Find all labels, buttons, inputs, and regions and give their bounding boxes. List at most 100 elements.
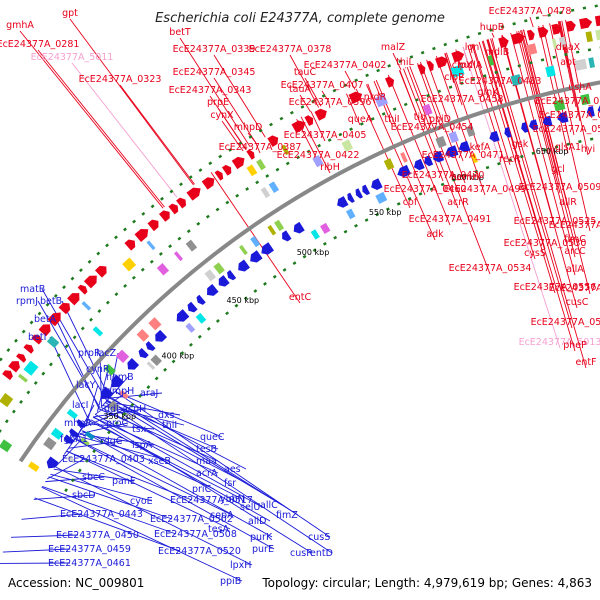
accession-text: Accession: NC_009801 [8,576,144,590]
connector-line [89,420,243,500]
forward-gene-arrow [201,177,215,190]
reverse-gene-label: queC [200,432,225,443]
reverse-gene-arrow [250,250,263,263]
forward-gene-label: gsk [512,139,529,150]
connector-line [55,318,100,410]
reverse-gene-label: EcE24377A_0443 [60,509,143,520]
connector-line [255,142,261,154]
connector-line [304,77,322,107]
kbp-label: 350 kbp [103,412,136,421]
forward-gene-arrow [426,60,434,72]
reverse-gene-label: tesA [208,524,230,535]
forward-gene-label: EcE24377A_0478 [489,6,572,17]
connector-line [328,102,331,109]
cog-block-forward [122,257,137,272]
reverse-gene-arrow [293,221,305,234]
connector-line [90,419,271,522]
reverse-gene-arrow [187,301,198,313]
forward-gene-arrow [38,324,51,337]
forward-gene-label: nrdR [364,92,387,103]
connector-line [213,77,257,144]
forward-gene-label: EcE24377A_0491 [409,214,492,225]
reverse-gene-label: EcE24377A_0502 [150,514,233,525]
reverse-gene-label: mhpR [64,418,92,429]
cog-block-forward [545,65,556,78]
connector-line [81,430,273,538]
forward-gene-label: gmhA [6,20,34,31]
forward-gene-label: apt [560,57,576,68]
reverse-gene-label: cusR [290,548,313,559]
connector-line [529,16,534,28]
cog-block-reverse [66,408,78,420]
forward-gene-label: recR [499,154,521,165]
forward-gene-arrow [67,293,80,306]
forward-gene-label: glsA1 [555,142,581,153]
forward-gene-label: gcl [551,164,565,175]
reverse-gene-label: tsx [132,424,147,435]
forward-gene-arrow [94,265,107,278]
cog-block-forward [23,360,39,376]
connector-line [108,352,119,399]
forward-gene-label: hupB [480,22,505,33]
connector-line [119,84,195,185]
reverse-gene-arrow [207,284,219,296]
cog-block-forward [268,181,280,193]
connector-line [179,37,251,147]
forward-gene-label: EcE24377A_0534 [449,263,532,274]
forward-gene-label: EcE24377A_0556 [514,282,597,293]
reverse-gene-label: priC [192,484,212,495]
reverse-gene-label: copA [210,510,234,521]
forward-gene-label: clpX [452,60,473,71]
forward-gene-label: hemH [451,172,479,183]
forward-gene-label: gpt [62,8,78,19]
cog-block-reverse [213,262,225,275]
forward-gene-label: cysS [524,248,546,259]
reverse-gene-arrow [413,158,425,171]
reverse-gene-label: allD [248,516,266,527]
forward-gene-label: EcE24377A_0454 [391,122,474,133]
connector-line [61,300,110,398]
connector-line [409,66,491,275]
kbp-label: 550 kbp [369,208,402,217]
reverse-gene-label: cynR [86,364,110,375]
forward-gene-label: EcE24377A_0522 [549,220,600,231]
forward-gene-arrow [134,228,149,242]
reverse-gene-label: rdgC [100,436,123,447]
reverse-gene-label: xseB [148,456,171,467]
cog-block-reverse [239,244,248,256]
cog-block-reverse [435,135,447,149]
reverse-gene-label: selU [240,502,260,513]
forward-gene-arrow [510,32,526,45]
connector-line [85,384,99,426]
reverse-gene-label: acpH [122,404,146,415]
reverse-gene-arrow [46,456,59,469]
cog-block-reverse [115,349,130,363]
cog-block-reverse [250,236,261,248]
forward-gene-arrow [246,149,255,160]
forward-gene-arrow [565,20,576,32]
cog-block-forward [450,64,465,78]
connector-line [398,70,444,182]
forward-gene-arrow [304,115,314,127]
forward-gene-label: mhpD [234,122,263,133]
reverse-gene-label: tesB [196,444,217,455]
forward-gene-label: EcE24377A_0525 [514,216,597,227]
connector-line [71,62,178,198]
connector-line [53,468,135,482]
cog-block-reverse [119,389,129,400]
forward-gene-label: EcE24377A_0530 [504,238,587,249]
backbone-arc [18,80,600,463]
forward-gene-label: kefA [470,142,491,153]
cog-block-reverse [84,431,95,441]
reverse-gene-label: dxs [158,410,175,421]
connector-line [68,440,123,449]
reverse-gene-label: lacI [72,400,89,411]
connector-line [367,83,376,104]
cog-block-forward [92,326,104,337]
reverse-gene-arrow [355,188,363,199]
forward-gene-arrow [526,29,535,41]
gene-labels: gmhAgptEcE24377A_0281EcE24377A_5011betTE… [0,6,600,587]
reverse-gene-label: maa [196,456,217,467]
connector-line [469,44,473,54]
connector-line [75,438,233,516]
